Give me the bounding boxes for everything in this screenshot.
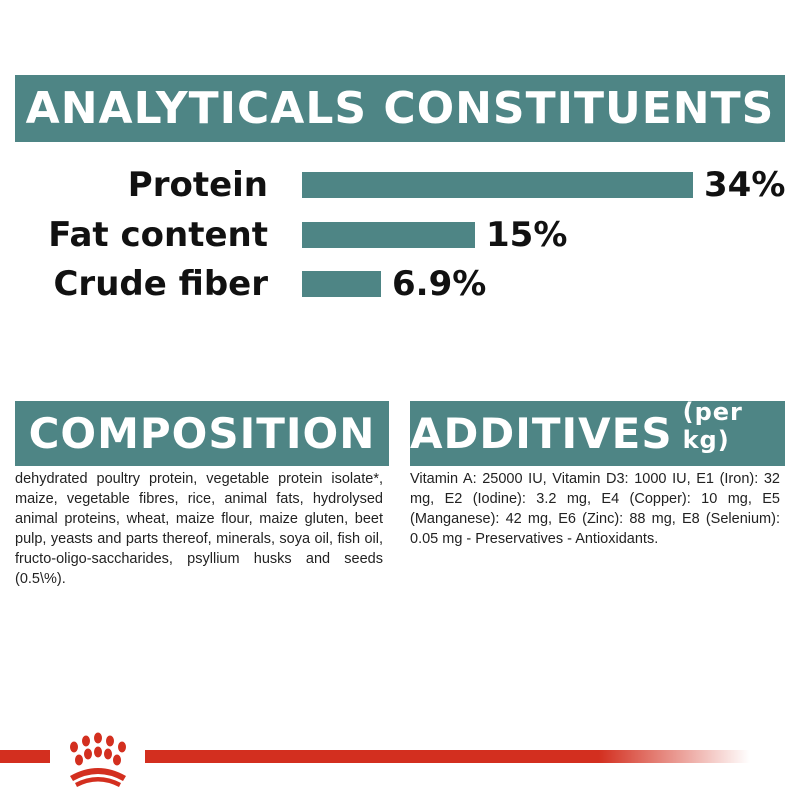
bar-value-label: 34% (704, 165, 786, 205)
section-title: COMPOSITION (28, 409, 376, 458)
brand-line (145, 750, 750, 763)
bar-value-label: 15% (486, 215, 568, 255)
bar (302, 271, 381, 297)
additives-banner: ADDITIVES (per kg) (410, 398, 785, 466)
bar-label: Crude fiber (53, 264, 268, 304)
additives-text: Vitamin A: 25000 IU, Vitamin D3: 1000 IU… (410, 471, 780, 547)
bar (302, 222, 475, 248)
section-title: ADDITIVES (410, 409, 673, 458)
composition-text: dehydrated poultry protein, vegetable pr… (15, 471, 383, 587)
bar (302, 172, 693, 198)
composition-banner: COMPOSITION (15, 401, 389, 466)
analytical-constituents-banner: ANALYTICALS CONSTITUENTS (15, 75, 785, 142)
bar-label: Fat content (48, 215, 268, 255)
bar-label: Protein (127, 165, 268, 205)
section-subtitle: (per kg) (682, 398, 743, 454)
bar-value-label: 6.9% (392, 264, 487, 304)
brand-line-left (0, 750, 50, 763)
section-title: ANALYTICALS CONSTITUENTS (25, 83, 775, 134)
royal-canin-crown-icon (70, 732, 126, 787)
